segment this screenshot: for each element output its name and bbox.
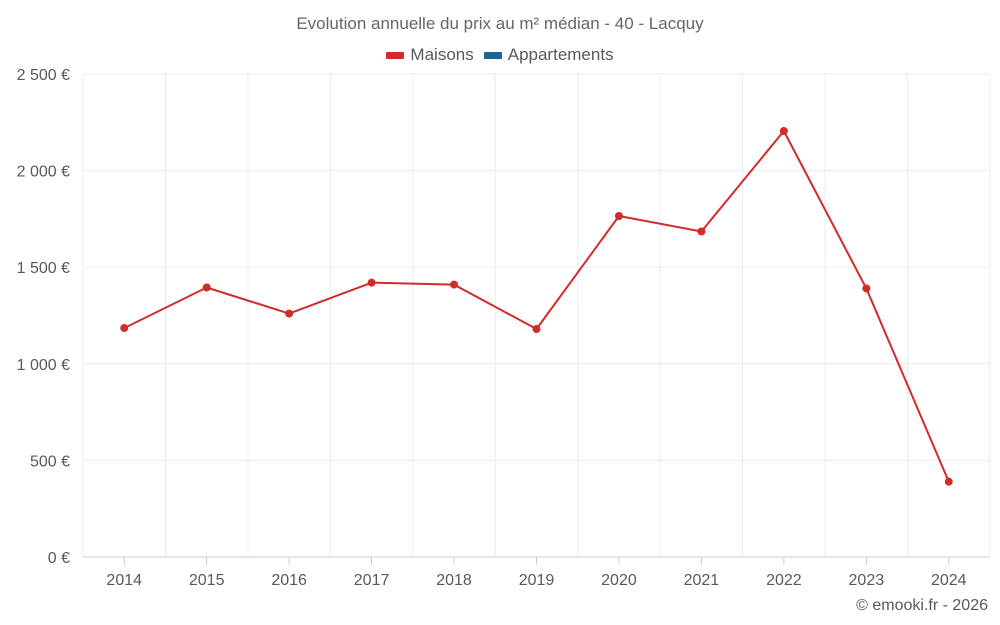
x-tick-label: 2016 [271,572,307,589]
data-point [367,278,376,287]
data-point [614,212,623,221]
chart-title: Evolution annuelle du prix au m² médian … [296,14,704,33]
y-tick-label: 1 500 € [17,260,70,277]
legend-item-maisons[interactable]: Maisons [386,45,474,65]
data-point [202,283,211,292]
data-point [862,284,871,293]
data-point [285,309,294,318]
x-tick-label: 2017 [354,572,390,589]
y-tick-label: 500 € [30,453,70,470]
legend-label-maisons: Maisons [410,45,474,64]
x-tick-label: 2015 [189,572,225,589]
x-tick-label: 2021 [684,572,720,589]
data-point [944,477,953,486]
x-tick-label: 2014 [106,572,142,589]
x-tick-label: 2022 [766,572,802,589]
legend: Maisons Appartements [0,45,1000,65]
y-tick-label: 2 500 € [17,67,70,84]
data-point [779,126,788,135]
legend-item-appartements[interactable]: Appartements [483,45,614,65]
data-point [697,227,706,236]
legend-swatch-appartements [483,51,502,59]
legend-swatch-maisons [386,51,405,59]
x-tick-label: 2018 [436,572,472,589]
x-tick-label: 2019 [519,572,555,589]
y-tick-label: 1 000 € [17,357,70,374]
legend-label-appartements: Appartements [507,45,614,64]
credit-text: © emooki.fr - 2026 [856,597,988,614]
data-point [120,324,129,333]
x-tick-label: 2024 [931,572,967,589]
x-tick-label: 2020 [601,572,637,589]
data-point [450,280,459,289]
x-tick-label: 2023 [849,572,885,589]
y-tick-label: 0 € [48,550,70,567]
y-tick-label: 2 000 € [17,164,70,181]
data-point [532,325,541,334]
